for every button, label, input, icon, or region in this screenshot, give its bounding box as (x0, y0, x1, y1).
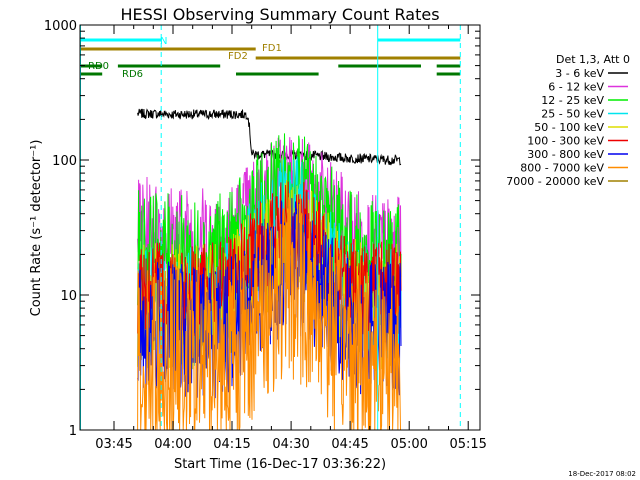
x-tick-label: 05:15 (449, 437, 486, 452)
legend-label-6: 300 - 800 keV (527, 148, 604, 161)
legend-label-7: 800 - 7000 keV (520, 162, 604, 175)
x-tick-label: 04:30 (272, 437, 309, 452)
legend-label-4: 50 - 100 keV (534, 121, 604, 134)
legend-label-3: 25 - 50 keV (541, 108, 604, 121)
y-tick-label: 1000 (44, 19, 77, 34)
x-tick-label: 04:00 (154, 437, 191, 452)
y-tick-label: 10 (60, 289, 77, 304)
plot-area: N FD1 FD2 RD0 RD6 1 10 100 1000 03:45 04:00 04:15 04… (44, 19, 487, 452)
legend-label-2: 12 - 25 keV (541, 94, 604, 107)
legend-label-0: 3 - 6 keV (555, 67, 604, 80)
chart-title: HESSI Observing Summary Count Rates (120, 5, 439, 24)
legend-label-8: 7000 - 20000 keV (506, 175, 604, 188)
y-tick-label: 100 (52, 154, 77, 169)
series-line-0 (137, 108, 402, 166)
state-bar-label-fd1: FD1 (262, 43, 282, 54)
x-tick-label: 04:15 (213, 437, 250, 452)
state-bar-label-n: N (160, 36, 167, 47)
series-line-7 (137, 194, 401, 431)
footer-timestamp: 18-Dec-2017 08:02 (568, 470, 636, 478)
x-tick-label: 04:45 (331, 437, 368, 452)
plot-frame (79, 24, 481, 431)
state-bar-label-fd2: FD2 (228, 51, 248, 62)
state-bar-label-rd0: RD0 (88, 61, 109, 72)
y-tick-label: 1 (69, 424, 77, 439)
x-axis-label: Start Time (16-Dec-17 03:36:22) (174, 457, 386, 472)
x-tick-label: 05:00 (390, 437, 427, 452)
legend-label-1: 6 - 12 keV (548, 81, 604, 94)
state-bar-label-rd6: RD6 (122, 69, 143, 80)
legend-title: Det 1,3, Att 0 (556, 53, 630, 66)
y-axis-label: Count Rate (s⁻¹ detector⁻¹) (29, 140, 44, 317)
x-tick-label: 03:45 (95, 437, 132, 452)
legend-label-5: 100 - 300 keV (527, 135, 604, 148)
